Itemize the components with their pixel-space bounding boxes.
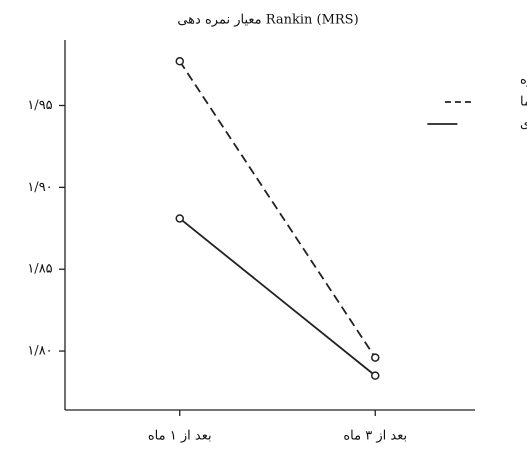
y-tick-label: ۱/۸۰ <box>27 344 52 359</box>
legend-title: گروه <box>520 72 527 88</box>
legend-label: مداخله ای <box>520 117 527 132</box>
series-line <box>178 60 377 359</box>
chart-title: معیار نمره دهی Rankin (MRS) <box>177 13 358 28</box>
x-tick-label: بعد از ۳ ماه <box>343 429 407 444</box>
y-tick-label: ۱/۸۵ <box>27 262 52 277</box>
point-marker <box>175 57 184 66</box>
legend-label: دارونما <box>520 95 527 110</box>
point-marker <box>371 371 380 380</box>
series-line <box>179 217 376 377</box>
x-tick-label: بعد از ۱ ماه <box>148 429 212 444</box>
point-marker <box>371 353 380 362</box>
point-marker <box>175 214 184 223</box>
y-tick-label: ۱/۹۰ <box>27 180 52 195</box>
y-tick-label: ۱/۹۵ <box>27 98 52 113</box>
